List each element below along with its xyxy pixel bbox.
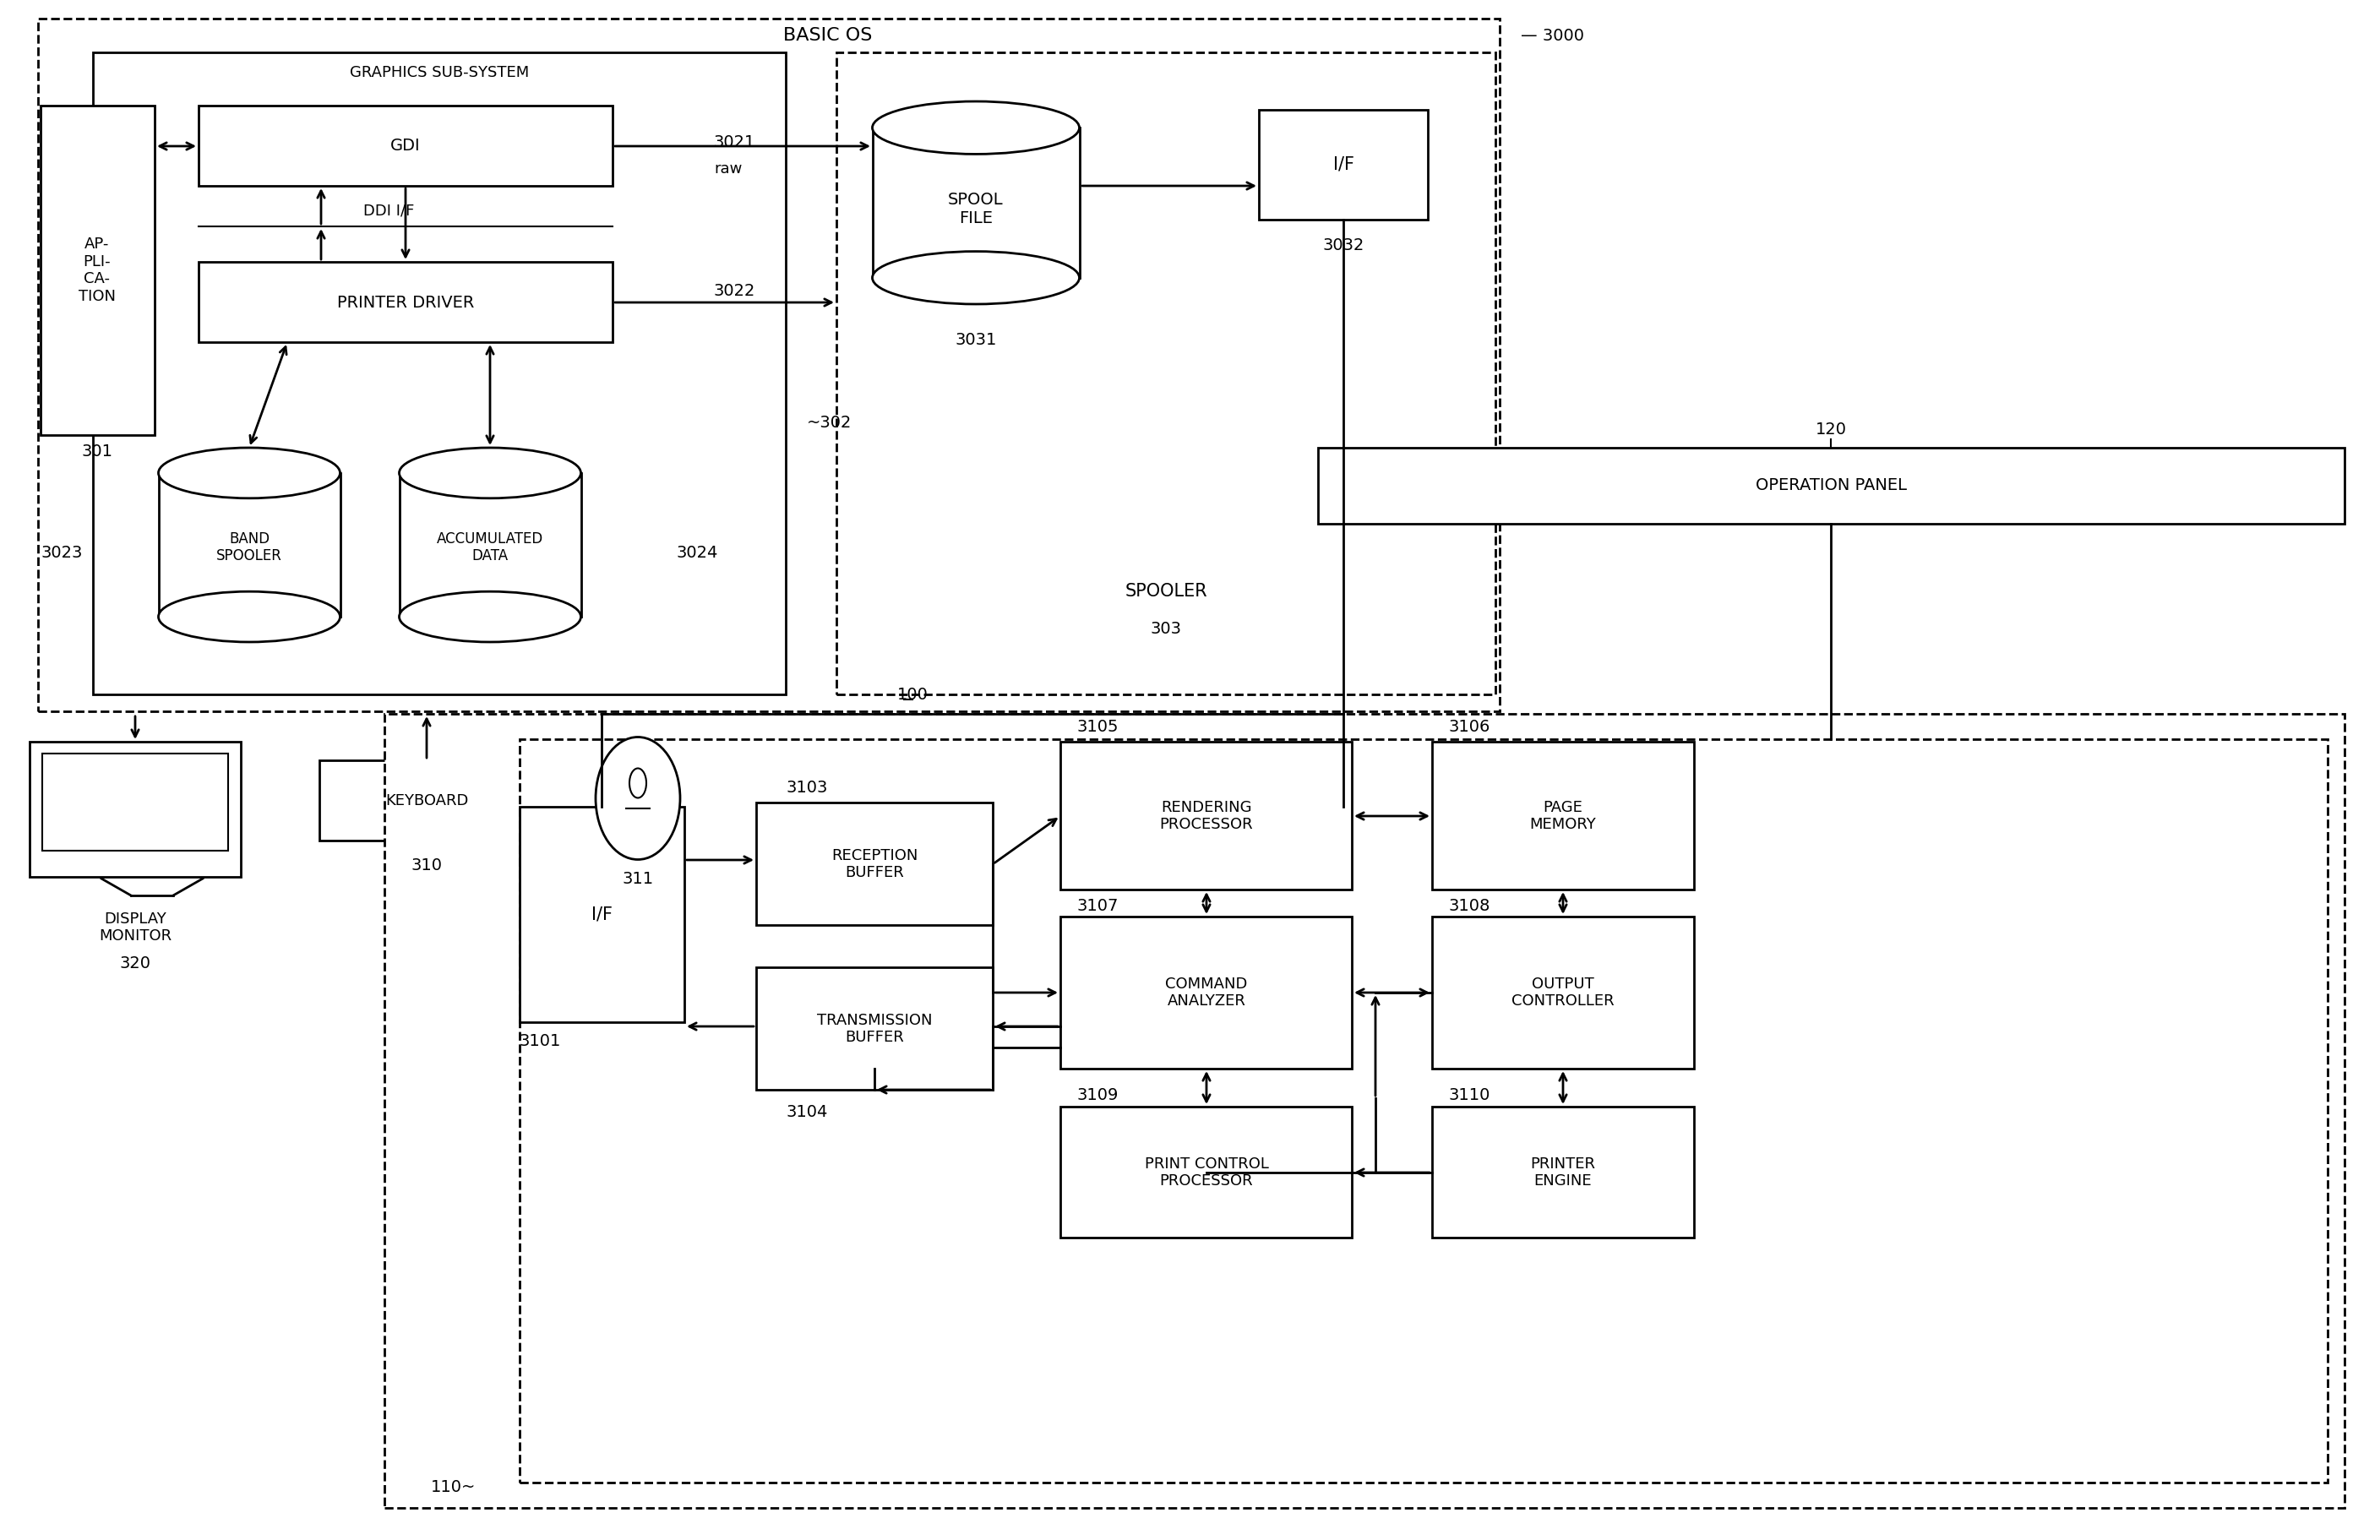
Text: 310: 310 [412, 858, 443, 873]
Text: 3022: 3022 [714, 283, 754, 299]
Text: 320: 320 [119, 955, 150, 972]
FancyBboxPatch shape [40, 106, 155, 436]
FancyBboxPatch shape [93, 52, 785, 695]
Bar [873, 128, 1078, 277]
Ellipse shape [873, 102, 1078, 154]
FancyBboxPatch shape [198, 262, 612, 342]
Text: KEYBOARD: KEYBOARD [386, 793, 469, 808]
Text: RENDERING
PROCESSOR: RENDERING PROCESSOR [1159, 799, 1254, 833]
Text: — 3000: — 3000 [1521, 28, 1585, 43]
Text: TRANSMISSION
BUFFER: TRANSMISSION BUFFER [816, 1012, 933, 1046]
FancyBboxPatch shape [519, 739, 2328, 1483]
FancyBboxPatch shape [1433, 1107, 1695, 1238]
Text: PRINTER
ENGINE: PRINTER ENGINE [1530, 1157, 1595, 1189]
Ellipse shape [159, 448, 340, 499]
Text: OUTPUT
CONTROLLER: OUTPUT CONTROLLER [1511, 976, 1614, 1009]
FancyBboxPatch shape [1061, 742, 1352, 890]
Text: ACCUMULATED
DATA: ACCUMULATED DATA [436, 531, 543, 564]
FancyBboxPatch shape [319, 761, 536, 841]
Text: 3103: 3103 [785, 779, 828, 795]
Text: 110~: 110~ [431, 1478, 476, 1495]
FancyBboxPatch shape [38, 18, 1499, 711]
Ellipse shape [400, 448, 581, 499]
Text: BAND
SPOOLER: BAND SPOOLER [217, 531, 283, 564]
FancyBboxPatch shape [1061, 916, 1352, 1069]
Text: AP-
PLI-
CA-
TION: AP- PLI- CA- TION [79, 236, 117, 305]
Text: PRINTER DRIVER: PRINTER DRIVER [338, 294, 474, 311]
Text: 3032: 3032 [1323, 237, 1364, 253]
Text: GDI: GDI [390, 139, 421, 154]
Text: BASIC OS: BASIC OS [783, 28, 873, 45]
FancyBboxPatch shape [757, 967, 992, 1090]
Text: SPOOL
FILE: SPOOL FILE [947, 191, 1004, 226]
Ellipse shape [400, 591, 581, 642]
Ellipse shape [595, 738, 681, 859]
Text: 3107: 3107 [1078, 898, 1119, 913]
FancyBboxPatch shape [835, 52, 1495, 695]
Text: 3110: 3110 [1449, 1087, 1490, 1104]
Text: GRAPHICS SUB-SYSTEM: GRAPHICS SUB-SYSTEM [350, 65, 528, 80]
Text: 120: 120 [1816, 420, 1847, 437]
Text: 3108: 3108 [1449, 898, 1490, 913]
Text: 3109: 3109 [1078, 1087, 1119, 1104]
Text: ~302: ~302 [807, 414, 852, 430]
Bar [159, 473, 340, 616]
FancyBboxPatch shape [1433, 742, 1695, 890]
Text: 301: 301 [81, 444, 112, 460]
Ellipse shape [873, 251, 1078, 303]
Text: 3024: 3024 [676, 545, 719, 562]
Text: DDI I/F: DDI I/F [364, 203, 414, 219]
FancyBboxPatch shape [519, 807, 685, 1023]
Ellipse shape [159, 448, 340, 499]
FancyBboxPatch shape [1259, 109, 1428, 220]
FancyBboxPatch shape [1433, 916, 1695, 1069]
FancyBboxPatch shape [1319, 448, 2344, 524]
Text: 3101: 3101 [519, 1033, 562, 1050]
FancyBboxPatch shape [43, 753, 228, 850]
Text: 311: 311 [621, 870, 654, 887]
FancyBboxPatch shape [29, 742, 240, 876]
Text: 3021: 3021 [714, 134, 754, 149]
Text: PAGE
MEMORY: PAGE MEMORY [1530, 799, 1597, 833]
FancyBboxPatch shape [198, 106, 612, 186]
Text: raw: raw [714, 162, 743, 177]
Text: 100: 100 [897, 687, 928, 702]
Ellipse shape [628, 768, 647, 798]
Bar [400, 473, 581, 616]
FancyBboxPatch shape [1061, 1107, 1352, 1238]
Text: 303: 303 [1150, 621, 1180, 638]
Text: 3031: 3031 [954, 331, 997, 348]
Text: I/F: I/F [590, 907, 612, 924]
Text: RECEPTION
BUFFER: RECEPTION BUFFER [831, 849, 919, 881]
Text: I/F: I/F [1333, 156, 1354, 172]
Text: 3023: 3023 [40, 545, 83, 562]
FancyBboxPatch shape [386, 715, 2344, 1508]
Text: SPOOLER: SPOOLER [1126, 582, 1207, 599]
Ellipse shape [400, 448, 581, 499]
Text: OPERATION PANEL: OPERATION PANEL [1754, 477, 1906, 494]
Text: 3104: 3104 [785, 1104, 828, 1121]
Text: 3106: 3106 [1449, 719, 1490, 735]
Text: 3105: 3105 [1078, 719, 1119, 735]
Text: PRINT CONTROL
PROCESSOR: PRINT CONTROL PROCESSOR [1145, 1157, 1269, 1189]
Text: DISPLAY
MONITOR: DISPLAY MONITOR [100, 912, 171, 944]
Text: COMMAND
ANALYZER: COMMAND ANALYZER [1166, 976, 1247, 1009]
Ellipse shape [873, 102, 1078, 154]
FancyBboxPatch shape [757, 802, 992, 926]
Ellipse shape [159, 591, 340, 642]
